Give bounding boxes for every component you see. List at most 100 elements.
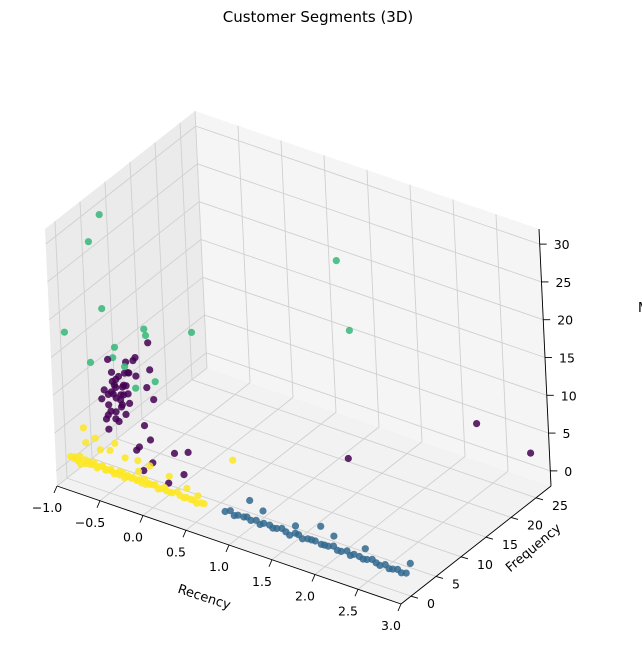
grid-line-x-floor: [271, 441, 423, 561]
y-tick-label: 20: [527, 517, 543, 532]
grid-line-x-floor: [142, 397, 294, 516]
data-point: [120, 474, 129, 482]
grid-line-z-back: [204, 314, 549, 434]
y-tick-mark: [460, 556, 469, 560]
data-point: [146, 436, 155, 444]
y-tick-label: 25: [552, 498, 568, 513]
data-point: [110, 343, 119, 351]
data-point: [95, 211, 103, 219]
grid-line-z-back: [206, 352, 551, 472]
grid-line-y-floor: [141, 418, 487, 538]
data-point: [121, 363, 129, 371]
data-point: [117, 391, 125, 399]
grid-line-y-floor: [66, 477, 412, 597]
data-point: [146, 366, 154, 374]
z-tick-label: 10: [561, 388, 577, 403]
data-point: [96, 446, 104, 454]
y-tick-label: 0: [427, 596, 435, 611]
data-point: [124, 390, 132, 398]
data-point: [229, 456, 237, 464]
x-tick-label: 1.0: [209, 559, 229, 574]
grid-line-x-floor: [185, 411, 337, 531]
x-tick-mark: [96, 500, 101, 508]
data-point: [98, 305, 106, 313]
x-tick-label: 1.5: [252, 574, 272, 589]
x-tick-mark: [268, 559, 273, 567]
data-point: [115, 417, 123, 426]
data-point: [151, 378, 159, 386]
grid-line-y-floor: [166, 399, 512, 518]
data-point: [157, 485, 165, 493]
scatter-points: [60, 211, 535, 577]
data-point: [350, 550, 358, 558]
data-point: [397, 569, 405, 577]
grid-line-z-left: [56, 352, 207, 472]
data-point: [105, 425, 113, 433]
data-point: [84, 238, 92, 246]
data-point: [121, 454, 129, 462]
x-tick-label: 0.5: [166, 544, 186, 559]
x-tick-label: −1.0: [32, 500, 62, 515]
data-point: [131, 354, 139, 362]
data-point: [162, 487, 170, 495]
z-axis-label: M: [638, 301, 642, 316]
data-point: [221, 507, 229, 516]
y-tick-mark: [485, 536, 494, 540]
data-point: [345, 326, 353, 334]
grid-line-y-floor: [91, 458, 437, 577]
data-point: [112, 383, 120, 392]
grid-lines: [45, 110, 552, 605]
data-point: [337, 547, 345, 556]
data-point: [332, 257, 340, 265]
data-point: [330, 532, 338, 540]
data-point: [86, 460, 94, 469]
data-point: [247, 516, 255, 525]
data-point: [184, 448, 192, 456]
z-tick-label: 30: [554, 237, 570, 252]
grid-line-z-left: [45, 125, 196, 245]
data-point: [150, 396, 158, 404]
data-point: [106, 446, 114, 454]
grid-line-x-floor: [314, 456, 466, 575]
x-tick-label: 2.5: [338, 603, 358, 618]
data-point: [60, 328, 68, 336]
data-point: [187, 328, 196, 336]
data-point: [473, 420, 481, 428]
data-point: [344, 454, 352, 463]
data-point: [122, 382, 130, 390]
data-point: [134, 467, 143, 475]
data-point: [311, 537, 319, 545]
data-point: [105, 401, 113, 409]
data-point: [361, 545, 369, 553]
x-axis-label: Recency: [176, 582, 233, 613]
data-point: [141, 331, 150, 340]
data-point: [138, 479, 146, 487]
grid-line-z-back: [200, 239, 546, 358]
data-point: [146, 462, 154, 470]
data-point: [95, 463, 103, 471]
data-point: [70, 453, 79, 461]
x-tick-mark: [139, 515, 144, 523]
data-point: [176, 491, 184, 500]
grid-line-z-left: [52, 276, 204, 396]
data-point: [134, 457, 142, 465]
data-point: [324, 542, 332, 550]
grid-line-z-back: [202, 276, 547, 396]
grid-line-y-floor: [116, 438, 462, 558]
data-point: [183, 484, 191, 492]
data-point: [129, 474, 137, 482]
data-point: [273, 524, 281, 533]
data-point: [135, 443, 143, 451]
data-point: [406, 559, 414, 568]
data-point: [122, 410, 130, 418]
data-point: [180, 471, 188, 479]
z-tick-label: 5: [563, 426, 571, 441]
data-point: [98, 395, 106, 403]
data-point: [286, 531, 294, 539]
grid-line-x-floor: [228, 426, 380, 546]
grid-line-y-floor: [191, 379, 537, 499]
x-tick-mark: [182, 530, 187, 538]
data-point: [527, 449, 535, 457]
z-tick-label: 25: [555, 275, 571, 290]
